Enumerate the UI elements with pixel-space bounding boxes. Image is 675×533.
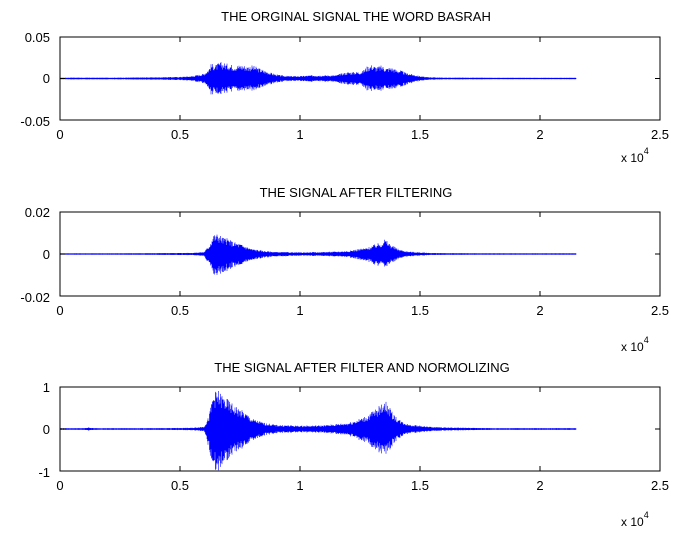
subplot-2-xtick-label: 1 [296,303,303,318]
subplot-2-ytick-label-bottom: -0.02 [20,290,50,305]
subplot-3-ytick-label-mid: 0 [43,422,50,437]
subplot-1-xtick-label: 1.5 [411,127,429,142]
subplot-2-xtick-label: 0 [56,303,63,318]
subplot-1-xtick-label: 1 [296,127,303,142]
subplot-1-xtick-label: 2.5 [651,127,669,142]
subplot-3-x-multiplier: x 104 [621,510,649,529]
subplot-1-ticks [59,36,661,121]
subplot-1-xtick-label: 2 [536,127,543,142]
subplot-1-ytick-label-bottom: -0.05 [20,114,50,129]
subplot-3-x-multiplier-base: x 10 [621,515,644,529]
subplot-3-xtick-label: 1.5 [411,478,429,493]
subplot-2-title: THE SIGNAL AFTER FILTERING [260,185,453,200]
subplot-1-ytick-label-top: 0.05 [25,30,50,45]
subplot-3-title: THE SIGNAL AFTER FILTER AND NORMOLIZING [214,360,509,375]
subplot-normalized-signal: THE SIGNAL AFTER FILTER AND NORMOLIZING … [38,360,669,529]
subplot-2-ytick-label-top: 0.02 [25,205,50,220]
subplot-3-xtick-label: 2.5 [651,478,669,493]
subplot-2-xtick-label: 1.5 [411,303,429,318]
subplot-1-title: THE ORGINAL SIGNAL THE WORD BASRAH [221,9,491,24]
subplot-3-ticks [59,386,661,472]
subplot-2-xtick-label: 2 [536,303,543,318]
subplot-2-x-multiplier: x 104 [621,335,649,354]
subplot-3-xtick-label: 0 [56,478,63,493]
subplot-2-ytick-label-mid: 0 [43,247,50,262]
subplot-1-xtick-label: 0 [56,127,63,142]
subplot-2-xtick-label: 0.5 [171,303,189,318]
subplot-1-x-multiplier-exponent: 4 [644,146,649,156]
subplot-2-ticks [59,211,661,297]
subplot-1-x-multiplier-base: x 10 [621,151,644,165]
subplot-filtered-signal: THE SIGNAL AFTER FILTERING 0.02 0 -0.02 … [20,185,669,354]
subplot-original-signal: THE ORGINAL SIGNAL THE WORD BASRAH 0.05 … [20,9,669,165]
subplot-1-xtick-label: 0.5 [171,127,189,142]
subplot-3-x-multiplier-exponent: 4 [644,510,649,520]
subplot-2-x-multiplier-exponent: 4 [644,335,649,345]
subplot-1-x-multiplier: x 104 [621,146,649,165]
subplot-3-xtick-label: 1 [296,478,303,493]
subplot-2-plot-area [59,234,577,275]
subplot-2-x-multiplier-base: x 10 [621,340,644,354]
subplot-1-ytick-label-mid: 0 [43,71,50,86]
subplot-3-xtick-label: 2 [536,478,543,493]
subplot-3-xtick-label: 0.5 [171,478,189,493]
subplot-3-ytick-label-bottom: -1 [38,465,50,480]
subplot-3-ytick-label-top: 1 [43,380,50,395]
subplot-2-xtick-label: 2.5 [651,303,669,318]
